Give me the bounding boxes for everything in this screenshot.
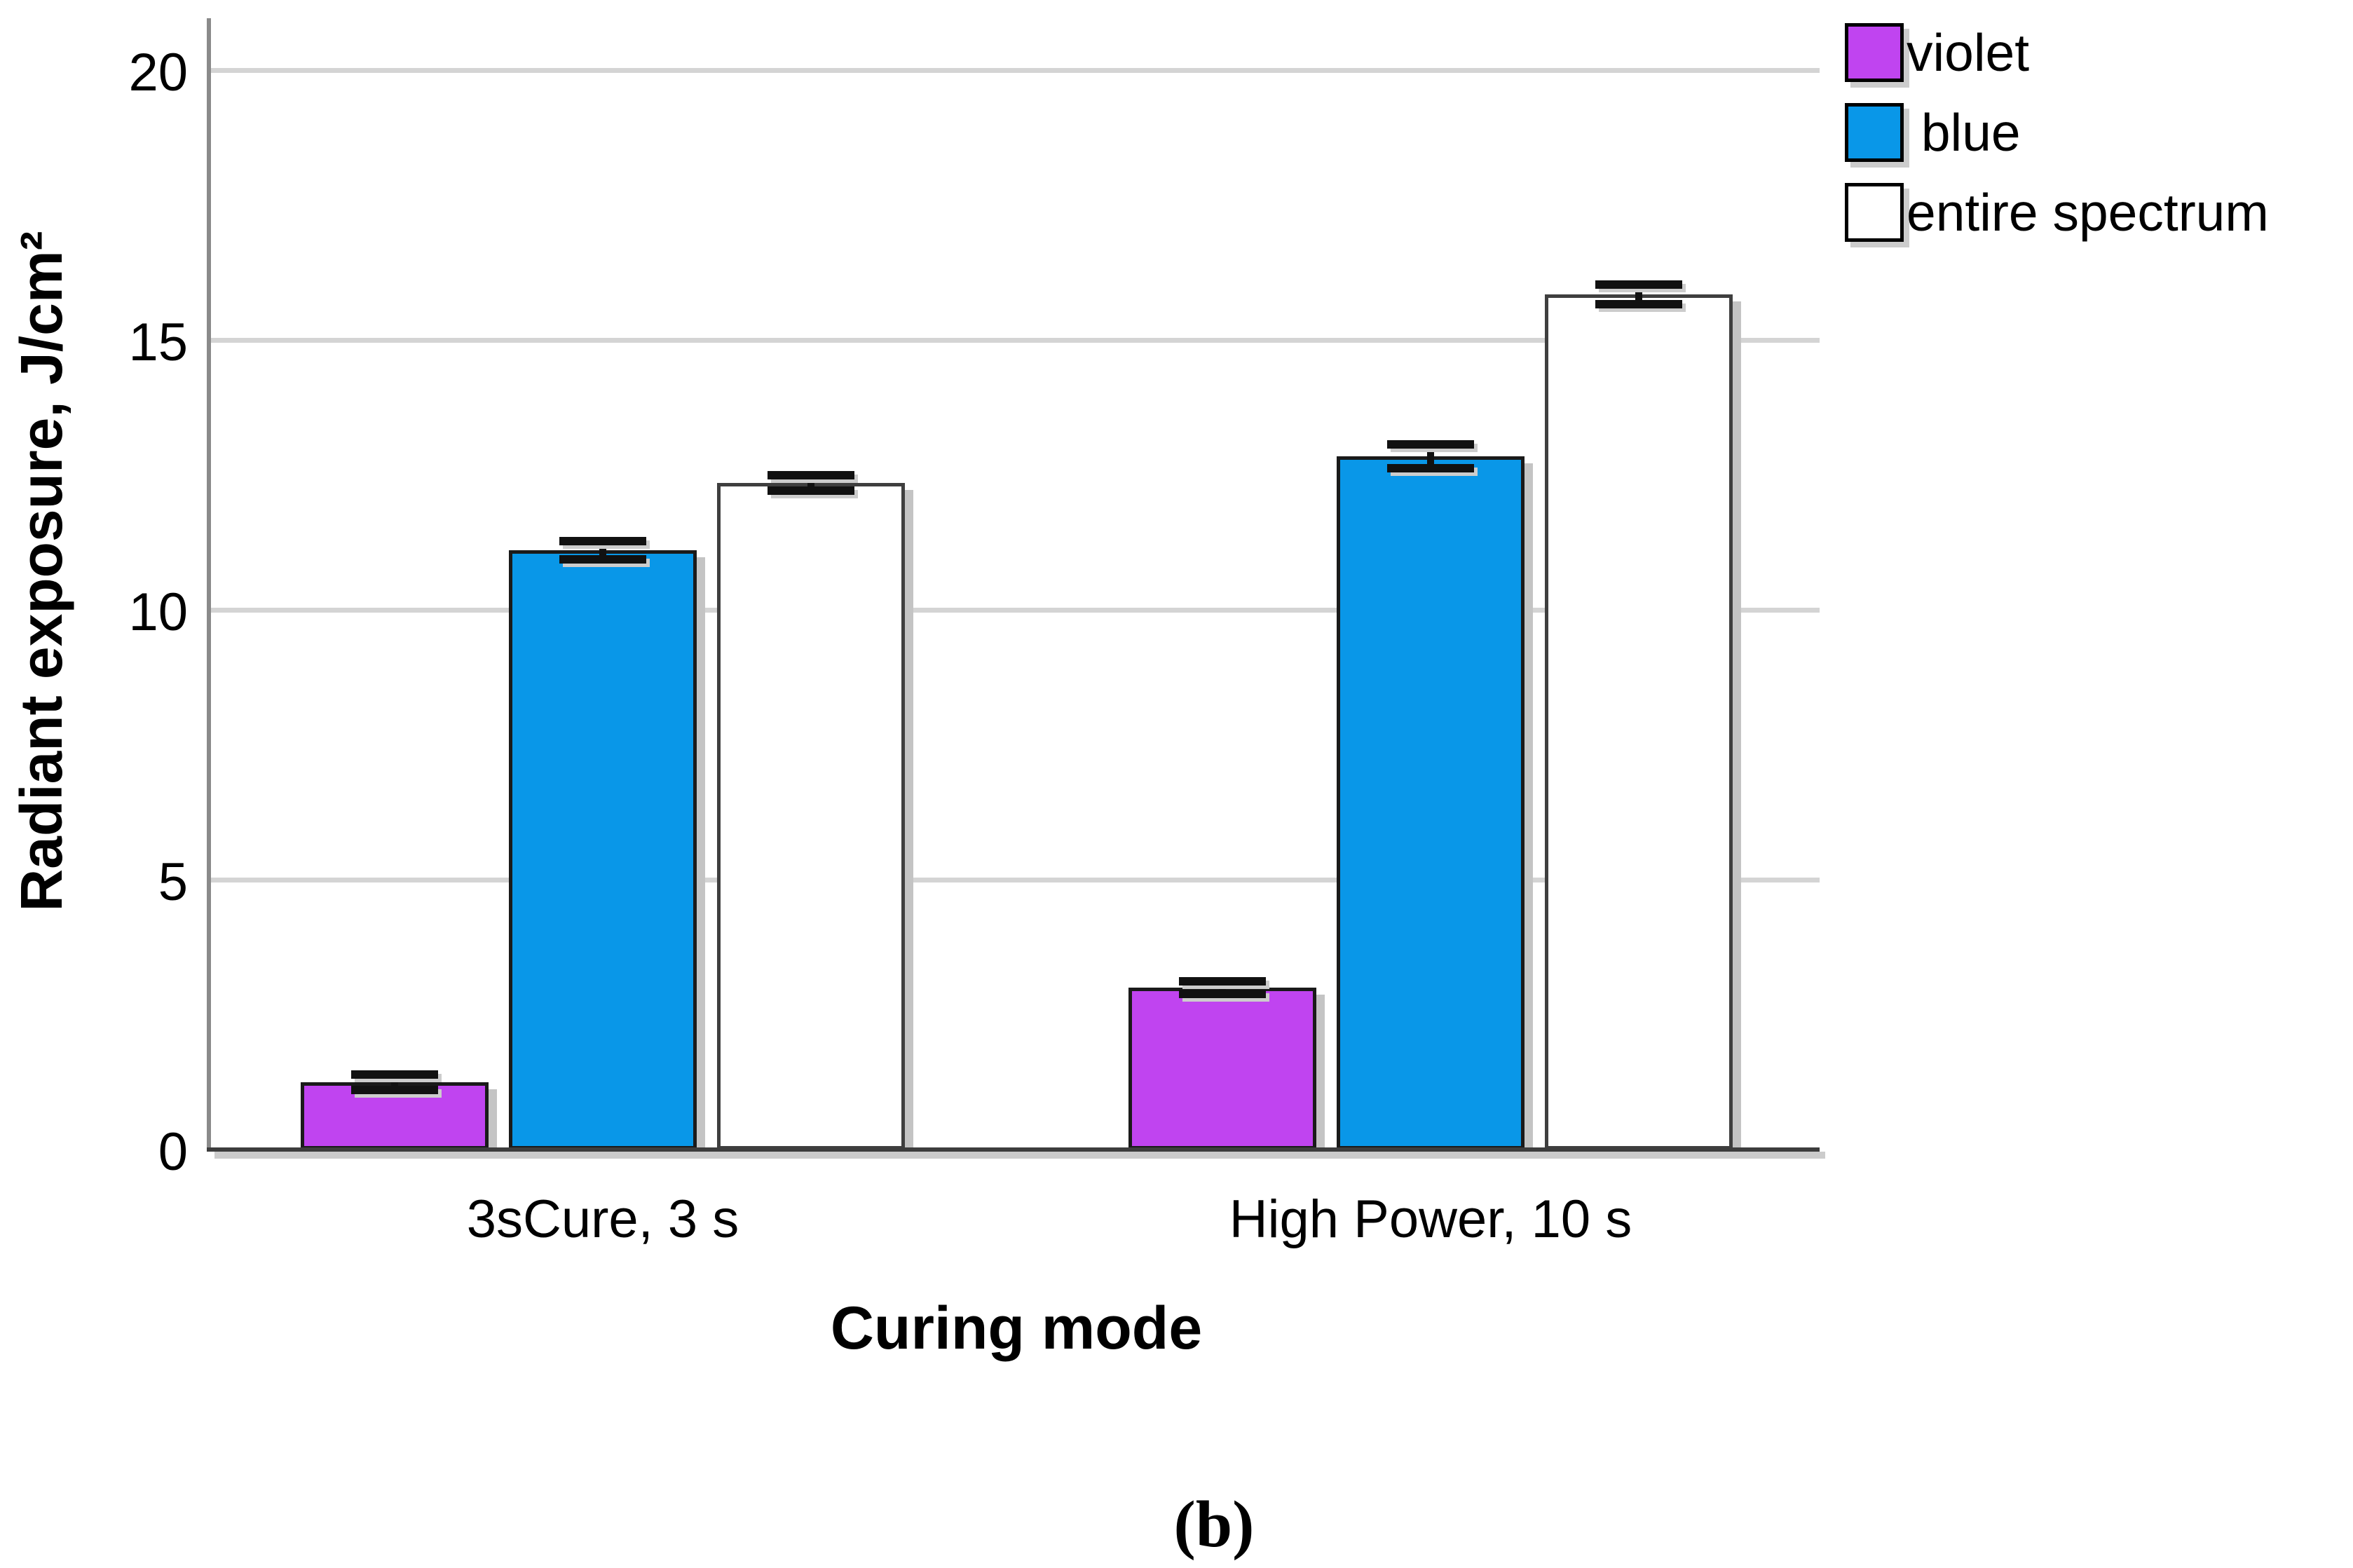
error-bar-line [807,479,814,487]
legend-label: entire spectrum [1907,183,2269,242]
y-tick-label: 0 [158,1122,188,1182]
legend-label: blue [1907,103,2021,162]
legend-swatch-violet [1845,23,1904,82]
x-tick-label: 3sCure, 3 s [466,1189,739,1249]
y-tick-label: 20 [128,43,188,102]
y-axis-line [207,18,211,1152]
figure-caption: (b) [1173,1488,1255,1561]
legend-swatch-blue [1845,103,1904,162]
error-bar-cap [1387,464,1474,472]
error-bar-line [391,1078,398,1086]
error-bar-cap [1179,977,1266,986]
gridline [209,338,1820,343]
error-bar-line [1219,985,1226,990]
gridline [209,878,1820,882]
bar-blue-0 [509,550,697,1150]
error-bar-cap [351,1086,438,1094]
error-bar-cap [1595,300,1682,308]
y-tick-label: 5 [158,852,188,912]
bar-violet-1 [1128,988,1316,1150]
y-tick-label: 15 [128,313,188,372]
gridline [209,608,1820,613]
error-bar-line [599,545,606,556]
x-tick-label: High Power, 10 s [1229,1189,1632,1249]
error-bar-cap [1387,440,1474,449]
bar-blue-1 [1337,456,1525,1150]
x-axis-shadow [214,1152,1825,1159]
error-bar-cap [351,1070,438,1079]
y-axis-title: Radiant exposure, J/cm² [8,231,74,912]
error-bar-cap [559,537,646,545]
x-axis-title: Curing mode [830,1295,1203,1362]
bar-entire-spectrum-0 [717,483,905,1150]
bar-entire-spectrum-1 [1545,294,1733,1150]
y-tick-label: 10 [128,582,188,642]
error-bar-cap [768,471,854,479]
error-bar-line [1427,448,1434,465]
gridline [209,68,1820,73]
error-bar-cap [1595,280,1682,289]
error-bar-cap [559,555,646,564]
error-bar-cap [768,486,854,495]
legend-label: violet [1907,23,2030,82]
legend-swatch-entire-spectrum [1845,183,1904,242]
error-bar-line [1635,288,1642,301]
x-axis-line [207,1147,1820,1152]
error-bar-cap [1179,990,1266,998]
